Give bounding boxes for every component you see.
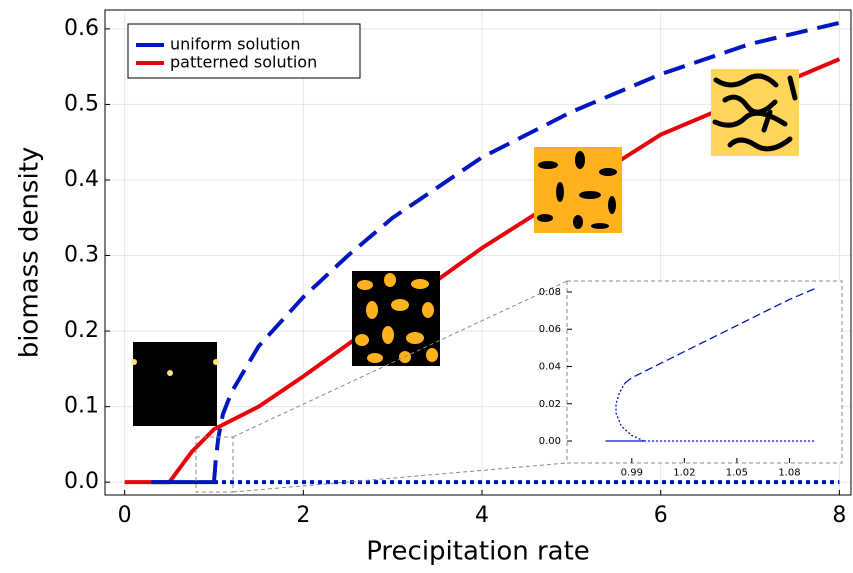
legend-label: patterned solution <box>170 53 317 72</box>
y-tick-label: 0.02 <box>539 399 561 410</box>
y-tick-label: 0.06 <box>539 324 561 335</box>
x-axis-label: Precipitation rate <box>366 537 590 567</box>
pattern-spots <box>537 151 617 229</box>
inset-panel <box>566 280 843 464</box>
y-tick-label: 0.3 <box>64 243 99 268</box>
x-tick-label: 1.05 <box>726 468 748 479</box>
data-line <box>212 20 840 483</box>
legend-label: uniform solution <box>170 35 300 54</box>
pattern-stripes <box>712 73 798 152</box>
y-tick-label: 0.6 <box>64 16 99 41</box>
x-tick-label: 0.99 <box>621 468 643 479</box>
legend-box <box>127 23 361 79</box>
y-tick-label: 0.08 <box>539 287 561 298</box>
y-tick-label: 0.1 <box>64 394 99 419</box>
data-line <box>124 57 841 485</box>
plot-layer: 0 2 4 6 8 0.0 0.1 0.2 0.3 0.4 0.5 0.6 Precipitation … <box>15 9 852 567</box>
pattern-spot <box>131 359 137 365</box>
x-tick-label: 1.08 <box>778 468 800 479</box>
x-tick-label: 0 <box>118 503 132 528</box>
pattern-image <box>133 342 217 426</box>
x-tick-label: 2 <box>296 503 310 528</box>
y-tick-label: 0.2 <box>64 318 99 343</box>
inset-layer: 0.99 1.02 1.05 1.08 0.00 0.02 0.04 0.06 0.08 <box>539 287 816 479</box>
y-tick-label: 0.4 <box>64 167 99 192</box>
zoom-indicator <box>195 280 568 493</box>
y-tick-label: 0.04 <box>539 362 561 373</box>
plot-frame <box>104 9 852 496</box>
y-tick-label: 0.00 <box>539 436 561 447</box>
x-tick-label: 4 <box>475 503 489 528</box>
y-tick-label: 0.5 <box>64 91 99 116</box>
data-line <box>615 382 645 442</box>
pattern-spot <box>213 359 219 365</box>
x-tick-label: 6 <box>654 503 668 528</box>
data-line <box>624 287 816 384</box>
y-axis-label: biomass density <box>15 147 45 359</box>
pattern-spots <box>355 273 438 363</box>
x-tick-label: 8 <box>832 503 846 528</box>
pattern-images <box>131 69 799 426</box>
pattern-spot <box>167 370 173 376</box>
y-tick-label: 0.0 <box>64 469 99 494</box>
x-tick-label: 1.02 <box>673 468 695 479</box>
